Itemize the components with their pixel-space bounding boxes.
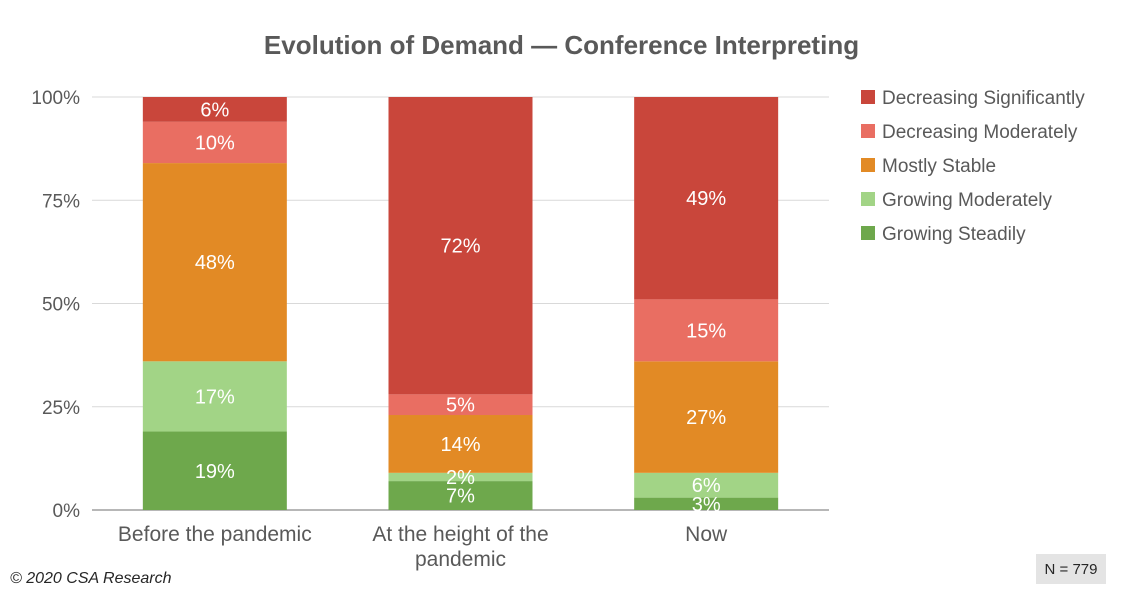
legend-swatch [861, 192, 875, 206]
legend-swatch [861, 158, 875, 172]
bar-segment [634, 497, 779, 510]
data-label: 6% [200, 99, 229, 121]
y-tick-label: 75% [42, 191, 80, 212]
legend-label: Growing Moderately [882, 190, 1053, 211]
data-label: 14% [440, 434, 480, 456]
bar-segment [142, 121, 287, 164]
data-label: 19% [195, 461, 235, 483]
bar-segment [142, 361, 287, 432]
legend-label: Growing Steadily [882, 224, 1026, 245]
legend: Decreasing Significantly Decreasing Moder… [861, 88, 1085, 245]
bar-segment [388, 472, 533, 482]
data-label: 5% [446, 395, 475, 417]
bar-segment [634, 472, 779, 498]
legend-label: Decreasing Moderately [882, 122, 1078, 143]
sample-size-badge: N = 779 [1036, 554, 1106, 584]
y-tick-label: 50% [42, 295, 80, 316]
data-labels: 19%17%48%10%6%7%2%14%5%72%3%6%27%15%49% [195, 99, 727, 515]
y-tick-label: 0% [53, 501, 81, 522]
chart-title: Evolution of Demand — Conference Interpr… [263, 30, 860, 60]
x-category-label: Before the pandemic [118, 523, 312, 546]
x-category-label: Now [685, 523, 728, 546]
bar-segment [142, 163, 287, 362]
data-label: 10% [195, 132, 235, 154]
legend-label: Mostly Stable [882, 156, 996, 177]
data-label: 2% [446, 467, 475, 489]
bar-segment [388, 481, 533, 510]
bar-segment [634, 361, 779, 473]
legend-swatch [861, 90, 875, 104]
copyright-note: © 2020 CSA Research [10, 570, 172, 587]
data-label: 15% [686, 320, 726, 342]
bar-segment [388, 394, 533, 416]
data-label: 17% [195, 386, 235, 408]
bar-segment [142, 97, 287, 122]
data-label: 72% [440, 236, 480, 258]
y-tick-label: 25% [42, 398, 80, 419]
data-label: 48% [195, 252, 235, 274]
x-category-label: At the height of the [372, 523, 548, 546]
bar-segment [388, 97, 533, 395]
data-label: 3% [692, 494, 721, 516]
y-tick-label: 100% [31, 88, 80, 109]
bar-segment [634, 299, 779, 362]
bar-segment [634, 97, 779, 300]
x-axis: Before the pandemic At the height of thep… [118, 523, 728, 571]
x-category-label: pandemic [415, 548, 506, 571]
data-label: 49% [686, 188, 726, 210]
y-axis: 0% 25% 50% 75% 100% [31, 88, 80, 522]
data-label: 27% [686, 407, 726, 429]
data-label: 7% [446, 486, 475, 508]
bars [142, 97, 779, 510]
legend-swatch [861, 226, 875, 240]
legend-label: Decreasing Significantly [882, 88, 1085, 109]
bar-segment [142, 431, 287, 510]
data-label: 6% [692, 475, 721, 497]
bar-segment [388, 415, 533, 473]
legend-swatch [861, 124, 875, 138]
